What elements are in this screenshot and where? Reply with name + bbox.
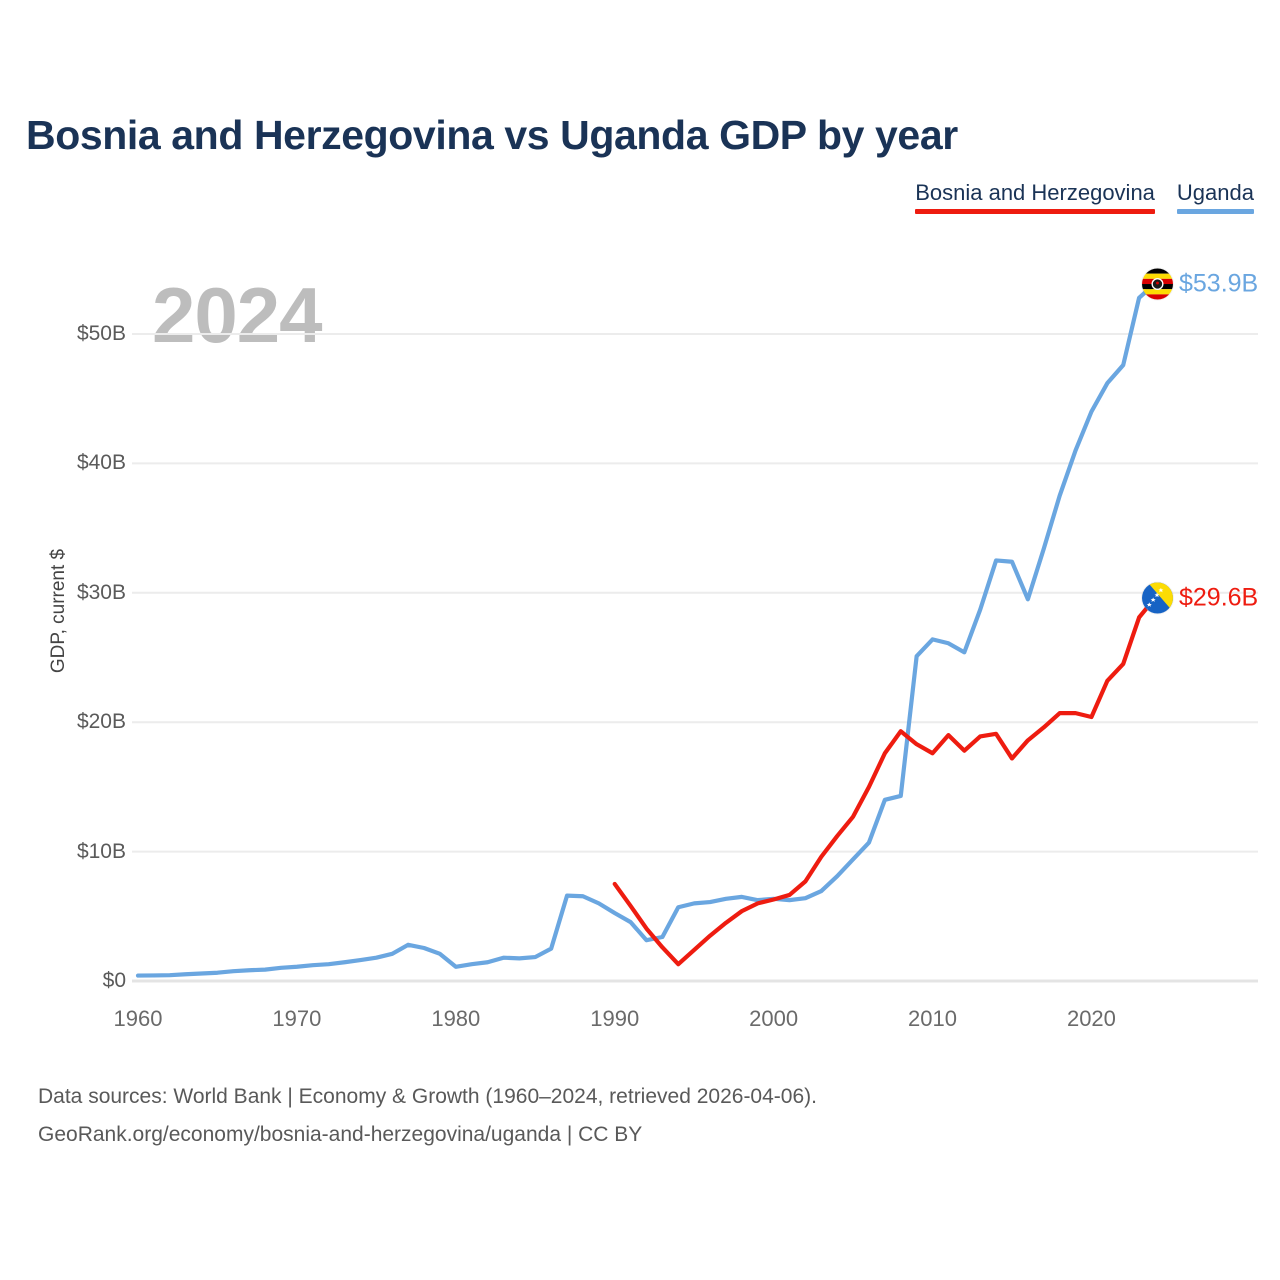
uganda-endpoint: $53.9B (1142, 268, 1259, 300)
legend-label-bosnia-and-herzegovina: Bosnia and Herzegovina (915, 180, 1155, 205)
watermark-year: 2024 (152, 271, 323, 359)
x-axis-tick-label: 1990 (590, 1006, 640, 1031)
y-axis-tick-label: $40B (76, 451, 126, 475)
y-axis-tick-label: $30B (76, 580, 126, 604)
bosnia-endpoint: $29.6B (1142, 582, 1259, 614)
footer-line-2: GeoRank.org/economy/bosnia-and-herzegovi… (38, 1123, 643, 1146)
footer-attribution: Data sources: World Bank | Economy & Gro… (38, 1078, 817, 1154)
legend-item-uganda[interactable]: Uganda (1176, 180, 1254, 214)
y-axis-tick-label: $20B (76, 710, 126, 734)
x-axis-tick-label: 2020 (1066, 1006, 1116, 1031)
x-axis-tick-label: 2000 (749, 1006, 799, 1031)
uganda-endpoint-value: $53.9B (1179, 269, 1259, 298)
y-axis-tick-label: $0 (102, 969, 126, 992)
uganda-flag-icon (1142, 268, 1173, 300)
series-line-uganda (135, 281, 1158, 978)
footer-line-1: Data sources: World Bank | Economy & Gro… (38, 1085, 817, 1108)
chart-legend: Bosnia and Herzegovina Uganda (915, 180, 1254, 214)
page-title: Bosnia and Herzegovina vs Uganda GDP by … (26, 112, 958, 158)
bosnia-endpoint-value: $29.6B (1179, 583, 1259, 612)
bosnia-and-herzegovina-flag-icon (1142, 582, 1173, 614)
legend-label-uganda: Uganda (1176, 180, 1254, 205)
y-axis-label: GDP, current $ (48, 548, 69, 674)
x-axis-tick-label: 1960 (113, 1006, 163, 1031)
x-axis-tick-label: 1970 (272, 1006, 322, 1031)
y-axis-tick-label: $10B (76, 839, 126, 863)
x-axis-tick-label: 2010 (908, 1006, 958, 1031)
legend-color-swatch-uganda (1176, 209, 1254, 214)
legend-item-bosnia-and-herzegovina[interactable]: Bosnia and Herzegovina (915, 180, 1155, 214)
series-line-bosnia-and-herzegovina (612, 595, 1158, 967)
y-axis-tick-label: $50B (76, 322, 126, 345)
x-axis-tick-label: 1980 (431, 1006, 481, 1031)
legend-color-swatch-bosnia-and-herzegovina (915, 209, 1155, 214)
